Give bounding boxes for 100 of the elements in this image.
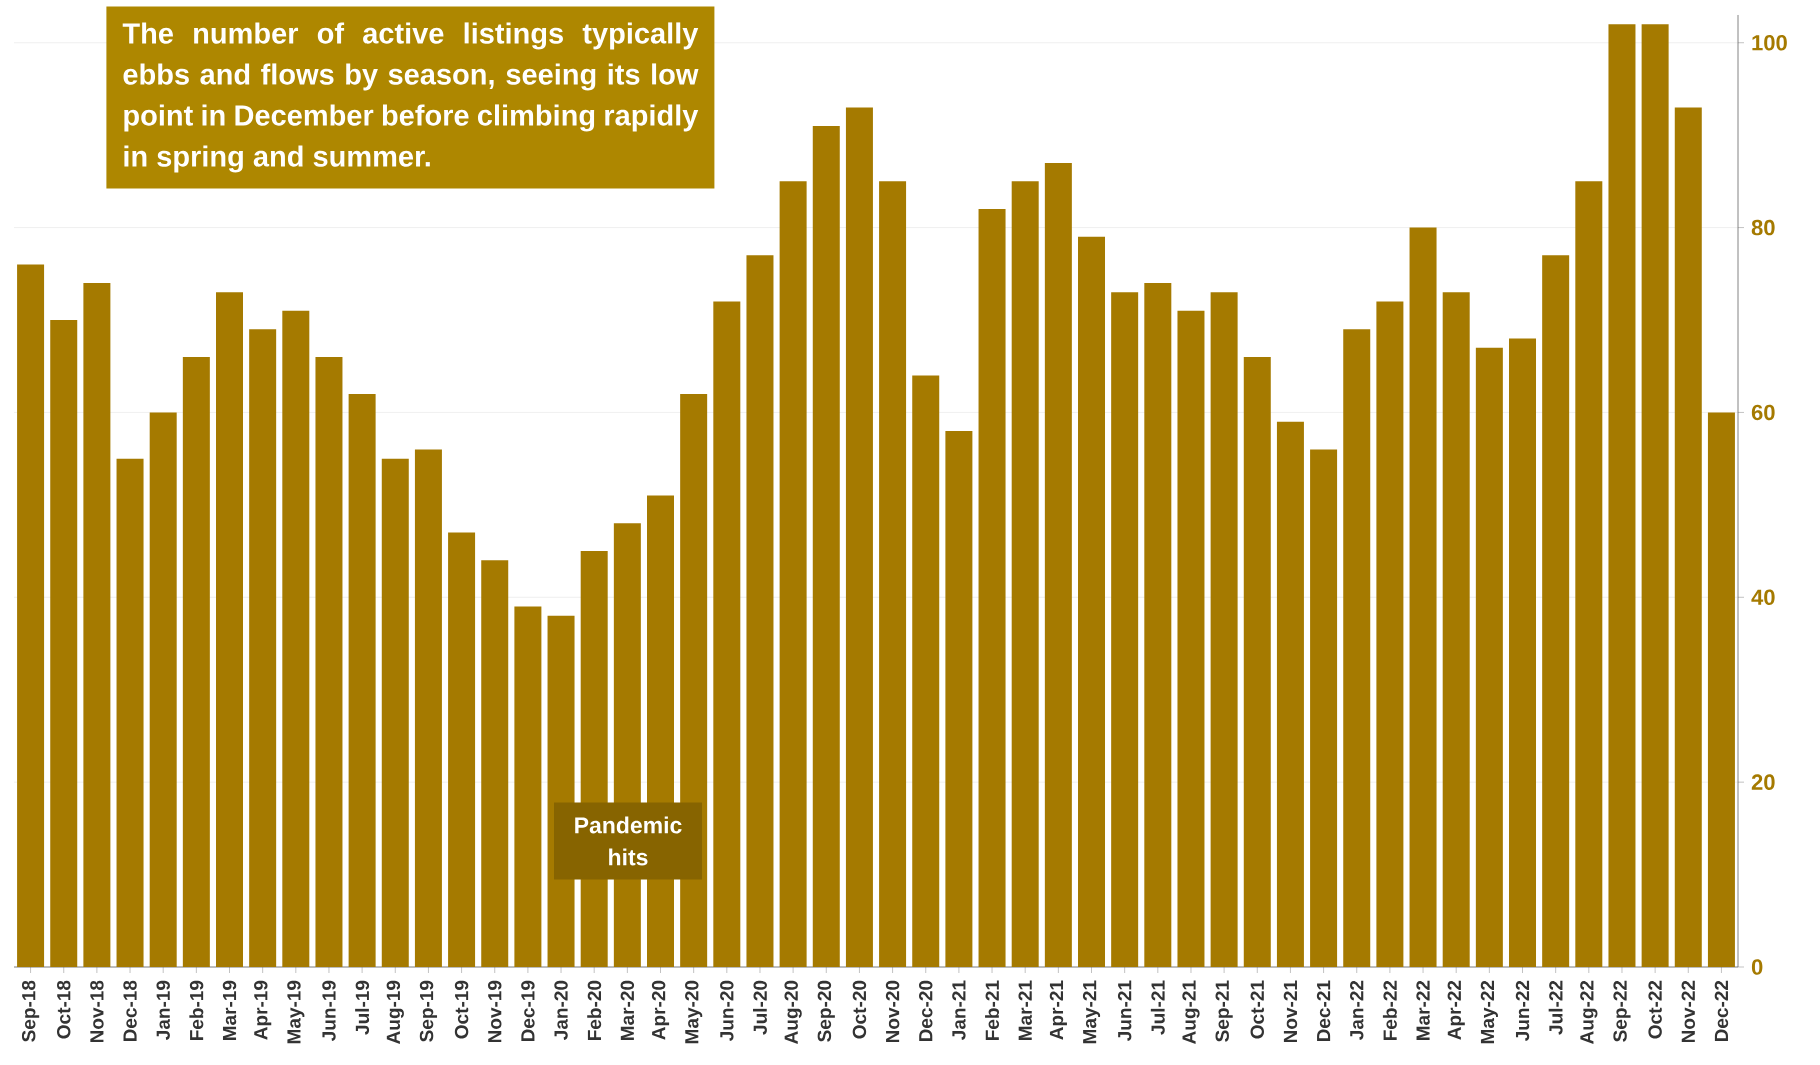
x-tick-label: Apr-19 [254,980,272,1040]
bar [945,430,973,967]
bar [348,393,376,967]
annotation: Pandemic hits [575,816,682,866]
bar [1707,412,1735,967]
bar [1144,283,1172,967]
bar [315,356,343,967]
x-tick-label: Feb-21 [985,980,1000,1040]
y-tick-label: 100 [1752,34,1787,51]
bar [1111,292,1139,967]
bar [1078,236,1106,967]
x-tick-label: Nov-20 [885,980,900,1043]
bar [17,264,45,967]
x-tick-label: Aug-22 [1580,980,1598,1044]
x-tick-label: Oct-22 [1648,980,1662,1039]
y-tick-label: 80 [1751,219,1775,236]
bar [216,292,243,967]
x-tick-label: Mar-19 [222,980,237,1041]
bar [1243,356,1271,967]
bar [1044,162,1072,967]
bar [514,606,542,967]
x-tick-label: Feb-20 [587,980,602,1040]
bar [1210,292,1238,967]
x-tick-label: Jul-22 [1548,980,1563,1035]
bar [779,181,807,967]
x-tick-label: Feb-22 [1382,980,1397,1040]
x-tick-label: Nov-21 [1283,980,1298,1043]
bar [1608,24,1636,967]
bar [1276,421,1304,967]
x-tick-label: Aug-21 [1182,980,1200,1044]
x-tick-label: Jul-21 [1150,980,1165,1035]
bar [381,458,409,967]
x-tick-label: Jun-22 [1515,980,1530,1041]
bar [746,255,774,967]
bar [481,560,509,967]
bar [448,532,476,967]
bar [116,458,144,967]
x-tick-label: Nov-18 [90,980,104,1043]
x-tick-label: Mar-20 [620,980,635,1041]
x-tick-label: Aug-19 [386,980,404,1044]
x-tick-label: Jan-21 [952,980,966,1040]
bar [1409,227,1437,967]
x-tick-label: Oct-19 [454,980,469,1039]
x-tick-label: Feb-19 [189,980,204,1040]
x-tick-label: Sep-20 [817,980,835,1042]
bar [812,125,840,967]
x-tick-label: Nov-22 [1681,980,1696,1043]
y-tick-label: 0 [1751,959,1763,975]
bar [1011,181,1039,967]
x-tick-label: Aug-20 [784,980,802,1044]
x-tick-label: Sep-19 [419,980,438,1042]
x-tick-label: Sep-18 [21,980,40,1042]
x-tick-label: Dec-22 [1714,980,1729,1042]
x-tick-label: Apr-22 [1447,980,1465,1040]
bar [1177,310,1205,967]
x-tick-label: Dec-20 [918,980,933,1042]
x-tick-label: Mar-21 [1018,980,1032,1041]
x-tick-label: Jan-22 [1350,980,1364,1040]
y-tick-label: 20 [1751,774,1775,790]
x-tick-label: Apr-20 [651,980,670,1040]
x-tick-label: May-21 [1082,980,1101,1044]
bar [978,209,1006,967]
x-tick-label: Nov-19 [487,980,502,1043]
x-tick-label: Jul-19 [355,980,370,1035]
x-tick-label: Jan-20 [554,980,568,1040]
bar [879,181,907,967]
x-tick-label: Dec-21 [1316,980,1331,1042]
x-tick-label: Dec-18 [123,980,137,1042]
y-tick-label: 60 [1751,404,1775,421]
x-tick-label: Apr-21 [1049,980,1067,1040]
x-tick-label: Sep-22 [1613,980,1631,1042]
x-tick-label: Jan-19 [156,980,170,1040]
x-tick-label: Oct-21 [1250,980,1264,1039]
bar [50,320,78,967]
bar [1376,301,1404,967]
x-tick-label: Jun-21 [1117,980,1132,1041]
x-tick-label: Jul-20 [752,980,767,1035]
bar [83,283,111,967]
x-tick-label: Sep-21 [1215,980,1233,1042]
bar [1542,255,1570,967]
bar [1674,107,1702,967]
x-tick-label: May-19 [287,980,305,1044]
y-tick-label: 40 [1751,589,1775,606]
bar [1509,338,1537,967]
bar [1475,347,1503,967]
x-tick-label: Jun-19 [322,980,336,1041]
x-tick-label: Dec-19 [521,980,535,1042]
x-tick-label: Mar-22 [1416,980,1430,1041]
bar [182,356,210,967]
bar [249,329,277,967]
x-tick-label: May-22 [1480,980,1498,1044]
x-tick-label: May-20 [685,980,703,1044]
bar [912,375,940,967]
x-tick-label: Oct-18 [56,980,71,1039]
x-tick-label: Jun-20 [720,980,734,1041]
annotation: The number of active listings typically ebbs and flows by season, seeing its low point in December before climbing rapidly in spring and summer. [122,22,699,173]
bar [1442,292,1470,967]
bar [713,301,741,967]
bar [1343,329,1371,967]
bar [1310,449,1338,967]
